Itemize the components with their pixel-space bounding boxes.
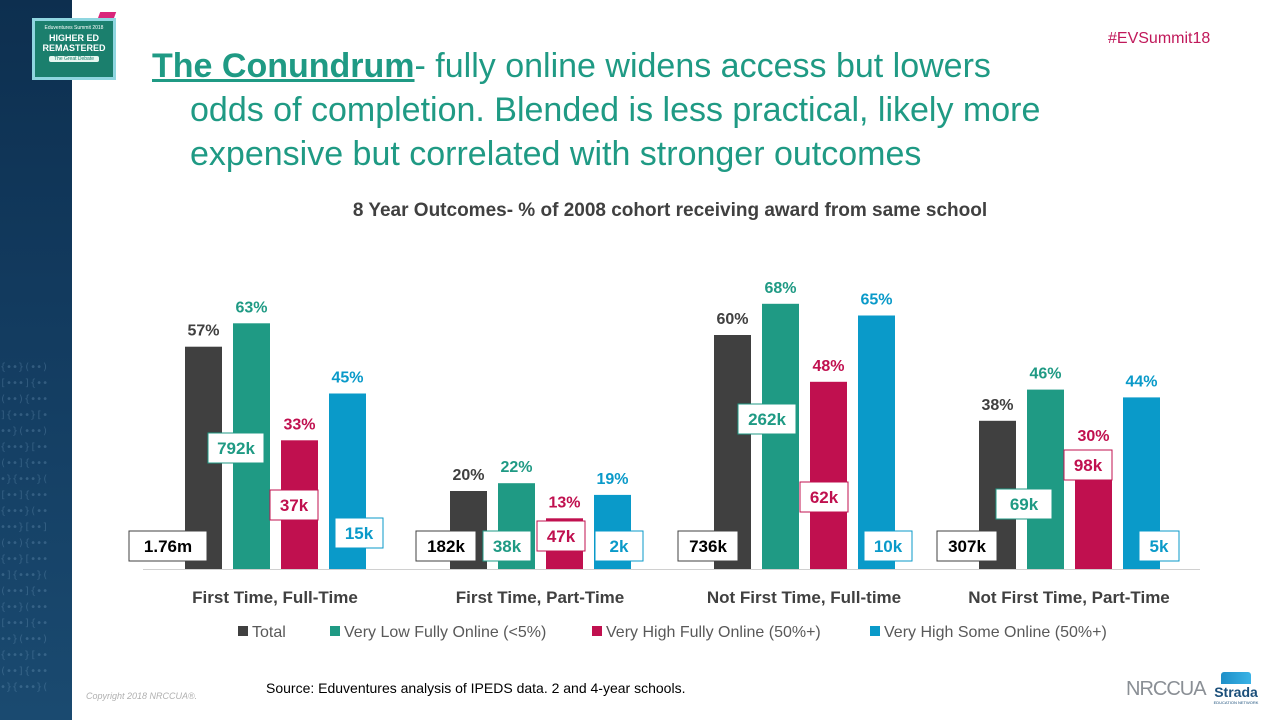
data-label: 20%: [452, 467, 484, 484]
count-label: 15k: [345, 524, 374, 543]
title-line3: expensive but correlated with stronger o…: [190, 135, 922, 173]
strada-name: Strada: [1214, 684, 1258, 700]
count-box: [334, 517, 384, 549]
data-label: 44%: [1125, 373, 1157, 390]
strada-logo: Strada EDUCATION NETWORK: [1208, 672, 1264, 710]
count-box: [536, 520, 586, 552]
count-box: [594, 530, 644, 562]
x-tick-label: First Time, Part-Time: [456, 588, 624, 607]
bar: [714, 335, 751, 569]
count-box: [269, 489, 319, 521]
data-label: 45%: [331, 370, 363, 387]
count-box: [863, 530, 913, 562]
data-label: 19%: [596, 471, 628, 488]
count-box: [737, 403, 797, 435]
count-label: 37k: [280, 496, 309, 515]
count-box: [128, 530, 208, 562]
source-note: Source: Eduventures analysis of IPEDS da…: [266, 680, 686, 696]
logo-line1: Eduventures Summit 2018: [44, 25, 104, 31]
x-tick-label: Not First Time, Full-time: [707, 588, 901, 607]
count-label: 307k: [948, 537, 986, 556]
legend-label: Very High Fully Online (50%+): [606, 624, 821, 641]
data-label: 22%: [500, 459, 532, 476]
data-label: 48%: [812, 358, 844, 375]
count-label: 5k: [1150, 537, 1169, 556]
hashtag: #EVSummit18: [1108, 30, 1211, 47]
title-lead: The Conundrum: [152, 47, 415, 85]
copyright: Copyright 2018 NRCCUA®.: [86, 691, 198, 701]
x-tick-label: First Time, Full-Time: [192, 588, 358, 607]
count-label: 792k: [217, 439, 255, 458]
data-label: 65%: [860, 292, 892, 309]
count-box: [415, 530, 477, 562]
legend-label: Total: [252, 624, 286, 641]
logo-line2: HIGHER ED REMASTERED: [42, 33, 106, 53]
bar: [762, 303, 799, 569]
count-label: 736k: [689, 537, 727, 556]
legend-label: Very Low Fully Online (<5%): [344, 624, 546, 641]
count-label: 38k: [493, 537, 522, 556]
event-logo: Eduventures Summit 2018 HIGHER ED REMAST…: [28, 12, 124, 92]
legend-label: Very High Some Online (50%+): [884, 624, 1107, 641]
count-box: [1063, 449, 1113, 481]
logo-line3: The Great Debate: [49, 56, 99, 62]
count-label: 69k: [1010, 495, 1039, 514]
count-box: [677, 530, 739, 562]
count-label: 98k: [1074, 456, 1103, 475]
nrccua-logo: NRCCUA: [1126, 678, 1207, 700]
count-label: 10k: [874, 537, 903, 556]
legend-swatch: [592, 626, 602, 636]
bar: [1027, 389, 1064, 569]
data-label: 68%: [764, 280, 796, 297]
count-box: [799, 481, 849, 513]
bar: [858, 315, 895, 569]
sidebar-decoration: {••}(••) [•••]{•• (••){••• ]{•••}[• ••}(…: [0, 0, 72, 720]
data-label: 33%: [283, 416, 315, 433]
code-pattern-decoration: {••}(••) [•••]{•• (••){••• ]{•••}[• ••}(…: [0, 362, 49, 693]
bar: [810, 381, 847, 569]
count-label: 182k: [427, 537, 465, 556]
strada-sub: EDUCATION NETWORK: [1213, 700, 1259, 705]
legend-swatch: [330, 626, 340, 636]
data-label: 46%: [1029, 366, 1061, 383]
count-label: 2k: [610, 537, 629, 556]
count-box: [1138, 530, 1180, 562]
count-box: [995, 488, 1053, 520]
strada-mark-icon: [1221, 672, 1251, 684]
data-label: 30%: [1077, 428, 1109, 445]
data-label: 63%: [235, 299, 267, 316]
data-label: 38%: [981, 397, 1013, 414]
count-box: [482, 530, 532, 562]
count-label: 62k: [810, 488, 839, 507]
count-label: 47k: [547, 527, 576, 546]
count-label: 262k: [748, 410, 786, 429]
chart-title: 8 Year Outcomes- % of 2008 cohort receiv…: [352, 200, 988, 221]
data-label: 57%: [187, 323, 219, 340]
data-label: 13%: [548, 494, 580, 511]
title-line2: odds of completion. Blended is less prac…: [190, 91, 1041, 129]
count-box: [207, 432, 265, 464]
legend-swatch: [238, 626, 248, 636]
count-box: [936, 530, 998, 562]
legend-swatch: [870, 626, 880, 636]
slide-title: The Conundrum- fully online widens acces…: [152, 44, 1142, 176]
data-label: 60%: [716, 311, 748, 328]
count-label: 1.76m: [144, 537, 192, 556]
title-line1: - fully online widens access but lowers: [414, 47, 991, 85]
x-tick-label: Not First Time, Part-Time: [968, 588, 1170, 607]
